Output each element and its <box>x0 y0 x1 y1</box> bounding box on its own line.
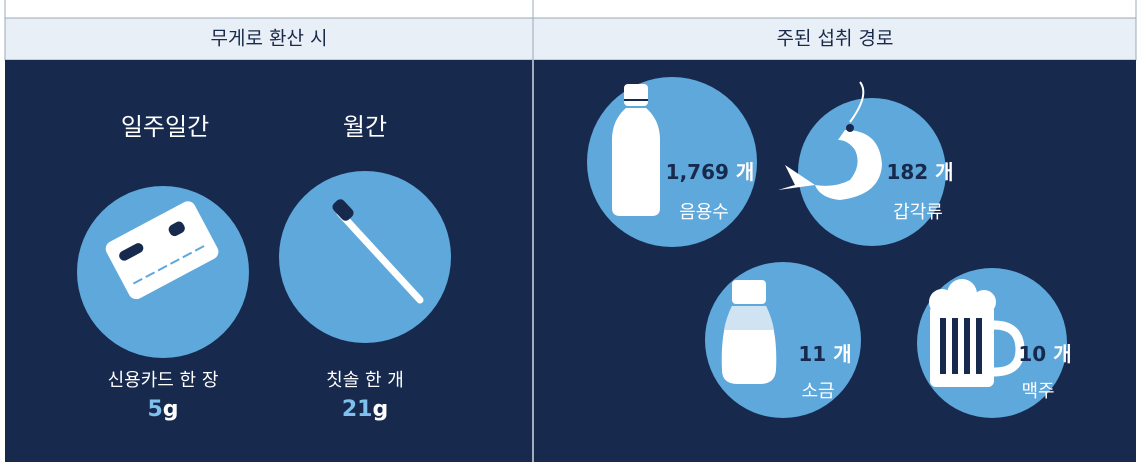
value: 182 <box>886 160 928 184</box>
label: 소금 <box>801 381 834 402</box>
count: 11 개 <box>798 342 851 366</box>
unit: 개 <box>833 342 851 366</box>
bottle-icon <box>612 84 660 216</box>
value: 21 <box>342 397 373 422</box>
label: 칫솔 한 개 <box>326 370 404 391</box>
label: 갑각류 <box>893 202 943 223</box>
unit: 개 <box>935 160 953 184</box>
period: 일주일간 <box>121 113 209 141</box>
header-row <box>4 17 1137 61</box>
label: 음용수 <box>679 202 729 223</box>
value: 5 <box>147 397 162 422</box>
count: 182 개 <box>886 160 953 184</box>
value: 1,769 <box>666 160 729 184</box>
value: 11 <box>798 342 826 366</box>
circle <box>279 171 451 343</box>
label: 맥주 <box>1021 381 1054 402</box>
salt-icon <box>721 280 777 384</box>
unit: 개 <box>736 160 754 184</box>
period: 월간 <box>343 113 387 141</box>
count: 10 개 <box>1018 342 1071 366</box>
unit: g <box>163 397 179 422</box>
beer-icon <box>929 279 1025 387</box>
header: 무게로 환산 시 <box>211 28 328 50</box>
label: 신용카드 한 장 <box>108 370 219 391</box>
weight: 21g <box>342 397 388 422</box>
count: 1,769 개 <box>666 160 755 184</box>
value: 10 <box>1018 342 1046 366</box>
shrimp-icon <box>778 81 882 200</box>
header: 주된 섭취 경로 <box>777 28 894 50</box>
card-icon <box>105 201 219 300</box>
toothbrush-icon <box>332 199 424 304</box>
unit: 개 <box>1053 342 1071 366</box>
weight: 5g <box>147 397 178 422</box>
unit: g <box>372 397 388 422</box>
